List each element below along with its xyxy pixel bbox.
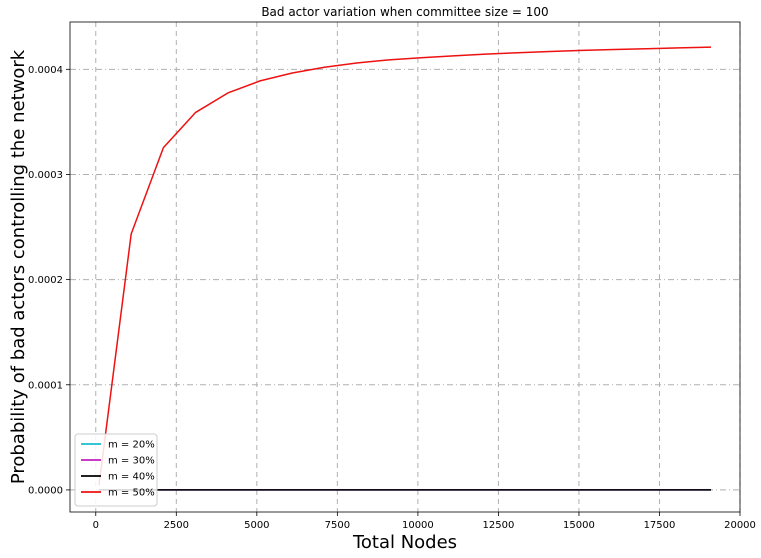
x-tick-label: 0 — [93, 520, 99, 531]
x-tick-label: 10000 — [402, 520, 434, 531]
x-tick-label: 12500 — [483, 520, 515, 531]
legend-label: m = 40% — [108, 472, 155, 483]
legend: m = 20% m = 30% m = 40% m = 50% — [74, 433, 158, 507]
x-tick-label: 7500 — [325, 520, 350, 531]
x-tick-label: 5000 — [244, 520, 269, 531]
series-line-4 — [98, 46, 712, 486]
x-tick-label: 2500 — [164, 520, 189, 531]
chart-title: Bad actor variation when committee size … — [261, 5, 548, 19]
x-axis-ticks: 0 2500 5000 7500 10000 12500 15000 17500 20000 — [93, 512, 756, 531]
y-tick-label: 0.0000 — [28, 485, 63, 496]
y-axis-ticks: 0.0000 0.0001 0.0002 0.0003 0.0004 — [28, 65, 70, 496]
legend-label: m = 50% — [108, 488, 155, 499]
y-axis-label: Probability of bad actors controlling th… — [8, 49, 29, 484]
y-tick-label: 0.0002 — [28, 275, 63, 286]
legend-label: m = 20% — [108, 440, 155, 451]
legend-label: m = 30% — [108, 456, 155, 467]
x-tick-label: 20000 — [724, 520, 756, 531]
plot-frame — [69, 21, 741, 513]
x-axis-label: Total Nodes — [352, 532, 457, 553]
legend-box — [74, 433, 158, 507]
y-tick-label: 0.0004 — [28, 65, 63, 76]
series-lines — [98, 46, 712, 491]
y-tick-label: 0.0003 — [28, 170, 63, 181]
y-tick-label: 0.0001 — [28, 380, 63, 391]
x-tick-label: 15000 — [563, 520, 595, 531]
x-tick-label: 17500 — [644, 520, 676, 531]
